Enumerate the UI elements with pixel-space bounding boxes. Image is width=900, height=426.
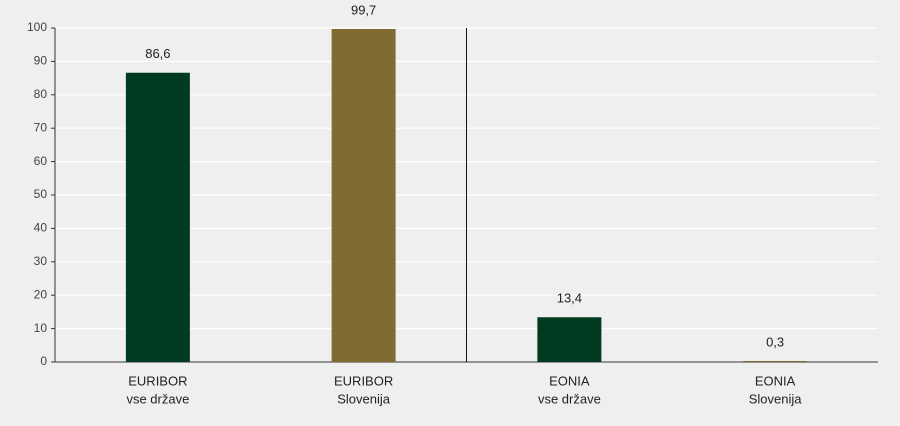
bar	[743, 360, 808, 362]
y-tick-label: 60	[34, 154, 48, 168]
value-label: 99,7	[351, 2, 376, 17]
x-tick-label: EURIBOR	[334, 373, 393, 388]
bar	[537, 317, 602, 362]
bar	[125, 72, 190, 363]
y-tick-label: 40	[34, 221, 48, 235]
x-tick-label: vse države	[538, 391, 601, 406]
x-tick-label: Slovenija	[749, 391, 803, 406]
x-tick-label: EURIBOR	[128, 373, 187, 388]
value-label: 86,6	[145, 46, 170, 61]
y-tick-label: 30	[34, 254, 48, 268]
y-tick-label: 10	[34, 321, 48, 335]
x-tick-label: Slovenija	[337, 391, 391, 406]
y-tick-label: 0	[40, 354, 47, 368]
y-tick-label: 80	[34, 87, 48, 101]
bar	[331, 29, 396, 362]
x-tick-label: EONIA	[549, 373, 590, 388]
x-tick-label: vse države	[126, 391, 189, 406]
x-tick-label: EONIA	[755, 373, 796, 388]
y-tick-label: 50	[34, 187, 48, 201]
y-tick-label: 20	[34, 287, 48, 301]
value-label: 13,4	[557, 291, 582, 306]
y-tick-label: 70	[34, 120, 48, 134]
value-label: 0,3	[766, 334, 784, 349]
y-tick-label: 100	[27, 20, 47, 34]
y-tick-label: 90	[34, 54, 48, 68]
